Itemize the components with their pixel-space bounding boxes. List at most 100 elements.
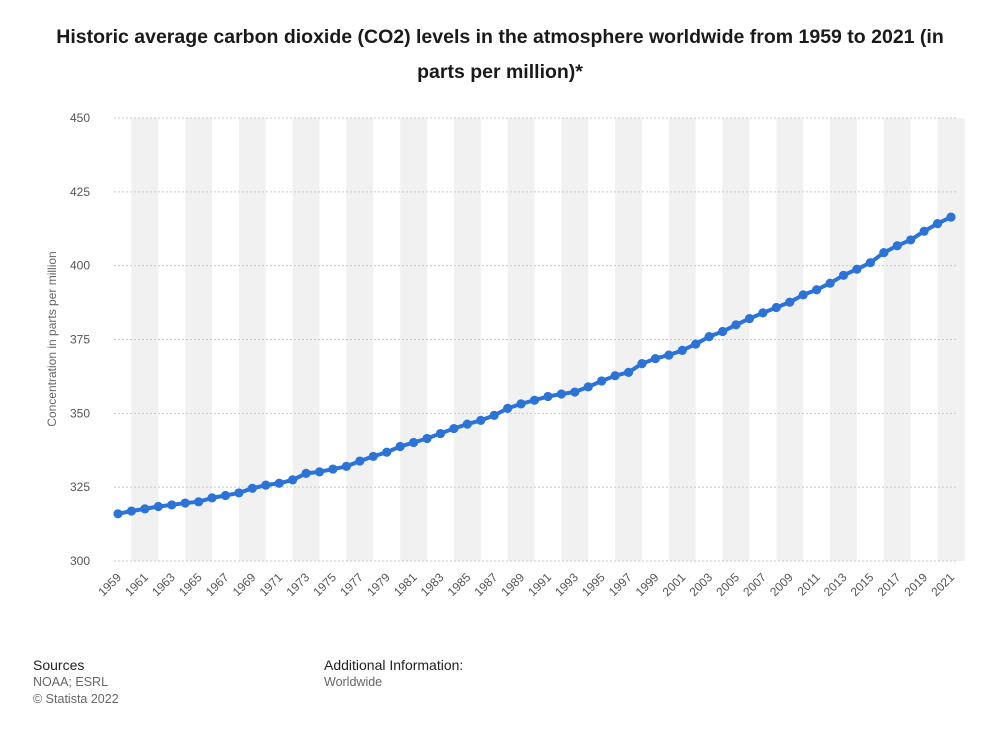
sources-block: Sources NOAA; ESRL © Statista 2022 — [33, 657, 119, 708]
data-point — [194, 497, 204, 507]
data-point — [650, 353, 661, 364]
data-point — [785, 297, 795, 307]
data-point — [180, 498, 190, 508]
data-point — [489, 410, 499, 420]
data-point — [435, 428, 446, 439]
data-point — [355, 456, 365, 466]
x-tick-label: 1975 — [310, 570, 339, 599]
data-point — [140, 504, 150, 514]
data-point — [744, 313, 755, 324]
data-point — [825, 278, 835, 288]
data-point — [261, 480, 271, 490]
additional-info-text: Worldwide — [324, 675, 383, 689]
sources-heading: Sources — [33, 657, 85, 673]
data-point — [516, 399, 526, 409]
additional-info-heading: Additional Information: — [324, 657, 464, 673]
x-tick-label: 2003 — [687, 570, 716, 599]
x-tick-label: 2005 — [713, 570, 742, 599]
x-tick-label: 1971 — [257, 570, 286, 599]
x-tick-label: 2001 — [660, 570, 689, 599]
data-point — [637, 358, 647, 369]
data-point — [704, 332, 714, 342]
data-point — [382, 447, 392, 457]
data-point — [126, 506, 137, 516]
data-point — [610, 371, 620, 381]
data-point — [838, 270, 849, 280]
x-tick-label: 2009 — [767, 570, 796, 599]
data-point — [247, 483, 257, 493]
data-point — [274, 478, 284, 488]
data-point — [570, 387, 580, 397]
x-tick-label: 1963 — [149, 570, 178, 599]
x-tick-label: 2015 — [848, 570, 877, 599]
x-tick-label: 2011 — [795, 570, 823, 598]
x-tick-label: 2007 — [740, 570, 769, 599]
additional-info-block: Additional Information: Worldwide — [324, 657, 463, 691]
x-tick-label: 1981 — [391, 570, 420, 599]
chart-title: Historic average carbon dioxide (CO2) le… — [56, 26, 944, 83]
data-point — [677, 345, 687, 355]
data-point — [395, 441, 405, 452]
data-point — [288, 475, 298, 485]
x-tick-label: 2017 — [875, 570, 904, 599]
x-tick-label: 1973 — [283, 570, 312, 599]
sources-line-1: NOAA; ESRL — [33, 675, 109, 689]
x-tick-label: 1983 — [418, 570, 447, 599]
data-point — [771, 302, 781, 313]
data-point — [798, 290, 808, 300]
data-point — [449, 423, 459, 434]
data-point — [852, 264, 862, 274]
y-axis-ticks: 300 325 350 375 400 425 450 — [70, 111, 90, 568]
data-point — [932, 219, 943, 229]
data-point — [664, 350, 674, 360]
x-axis-ticks: 1959196119631965196719691971197319751977… — [95, 570, 957, 599]
x-tick-label: 1985 — [445, 570, 474, 599]
x-tick-label: 2019 — [901, 570, 930, 599]
data-point — [691, 339, 701, 349]
data-point — [207, 493, 217, 503]
data-point — [422, 433, 432, 444]
data-point — [220, 490, 231, 501]
x-tick-label: 1989 — [498, 570, 527, 599]
data-point — [717, 326, 728, 337]
x-tick-label: 1969 — [230, 570, 259, 599]
data-point — [368, 451, 378, 462]
x-tick-label: 1961 — [122, 570, 151, 599]
data-point — [462, 419, 472, 429]
data-point — [879, 248, 889, 258]
data-point — [328, 464, 338, 474]
x-tick-label: 2021 — [928, 570, 957, 599]
data-point — [812, 285, 822, 295]
x-tick-label: 1959 — [95, 570, 124, 599]
data-point — [503, 403, 513, 413]
data-point — [301, 468, 311, 478]
data-point — [153, 501, 163, 512]
y-tick-label: 300 — [70, 554, 90, 568]
data-point — [919, 226, 929, 236]
data-point — [906, 235, 916, 245]
data-point — [583, 382, 593, 392]
x-tick-label: 1991 — [525, 570, 554, 599]
x-tick-label: 1987 — [472, 570, 501, 599]
y-tick-label: 375 — [70, 333, 90, 347]
y-tick-label: 325 — [70, 480, 90, 494]
data-point — [731, 320, 741, 330]
x-tick-label: 1997 — [606, 570, 635, 599]
data-point — [234, 488, 244, 498]
x-tick-label: 1999 — [633, 570, 662, 599]
data-point — [758, 308, 768, 318]
data-point — [529, 395, 540, 405]
x-tick-label: 1995 — [579, 570, 608, 599]
x-tick-label: 1993 — [552, 570, 581, 599]
data-point — [623, 367, 634, 377]
data-point — [946, 212, 956, 222]
y-tick-label: 425 — [70, 185, 90, 199]
data-point — [341, 461, 352, 472]
data-point — [865, 258, 875, 268]
x-tick-label: 1977 — [337, 570, 366, 599]
x-tick-label: 2013 — [821, 570, 850, 599]
data-point — [113, 509, 123, 519]
x-tick-label: 1967 — [203, 570, 232, 599]
y-tick-label: 450 — [70, 111, 90, 125]
